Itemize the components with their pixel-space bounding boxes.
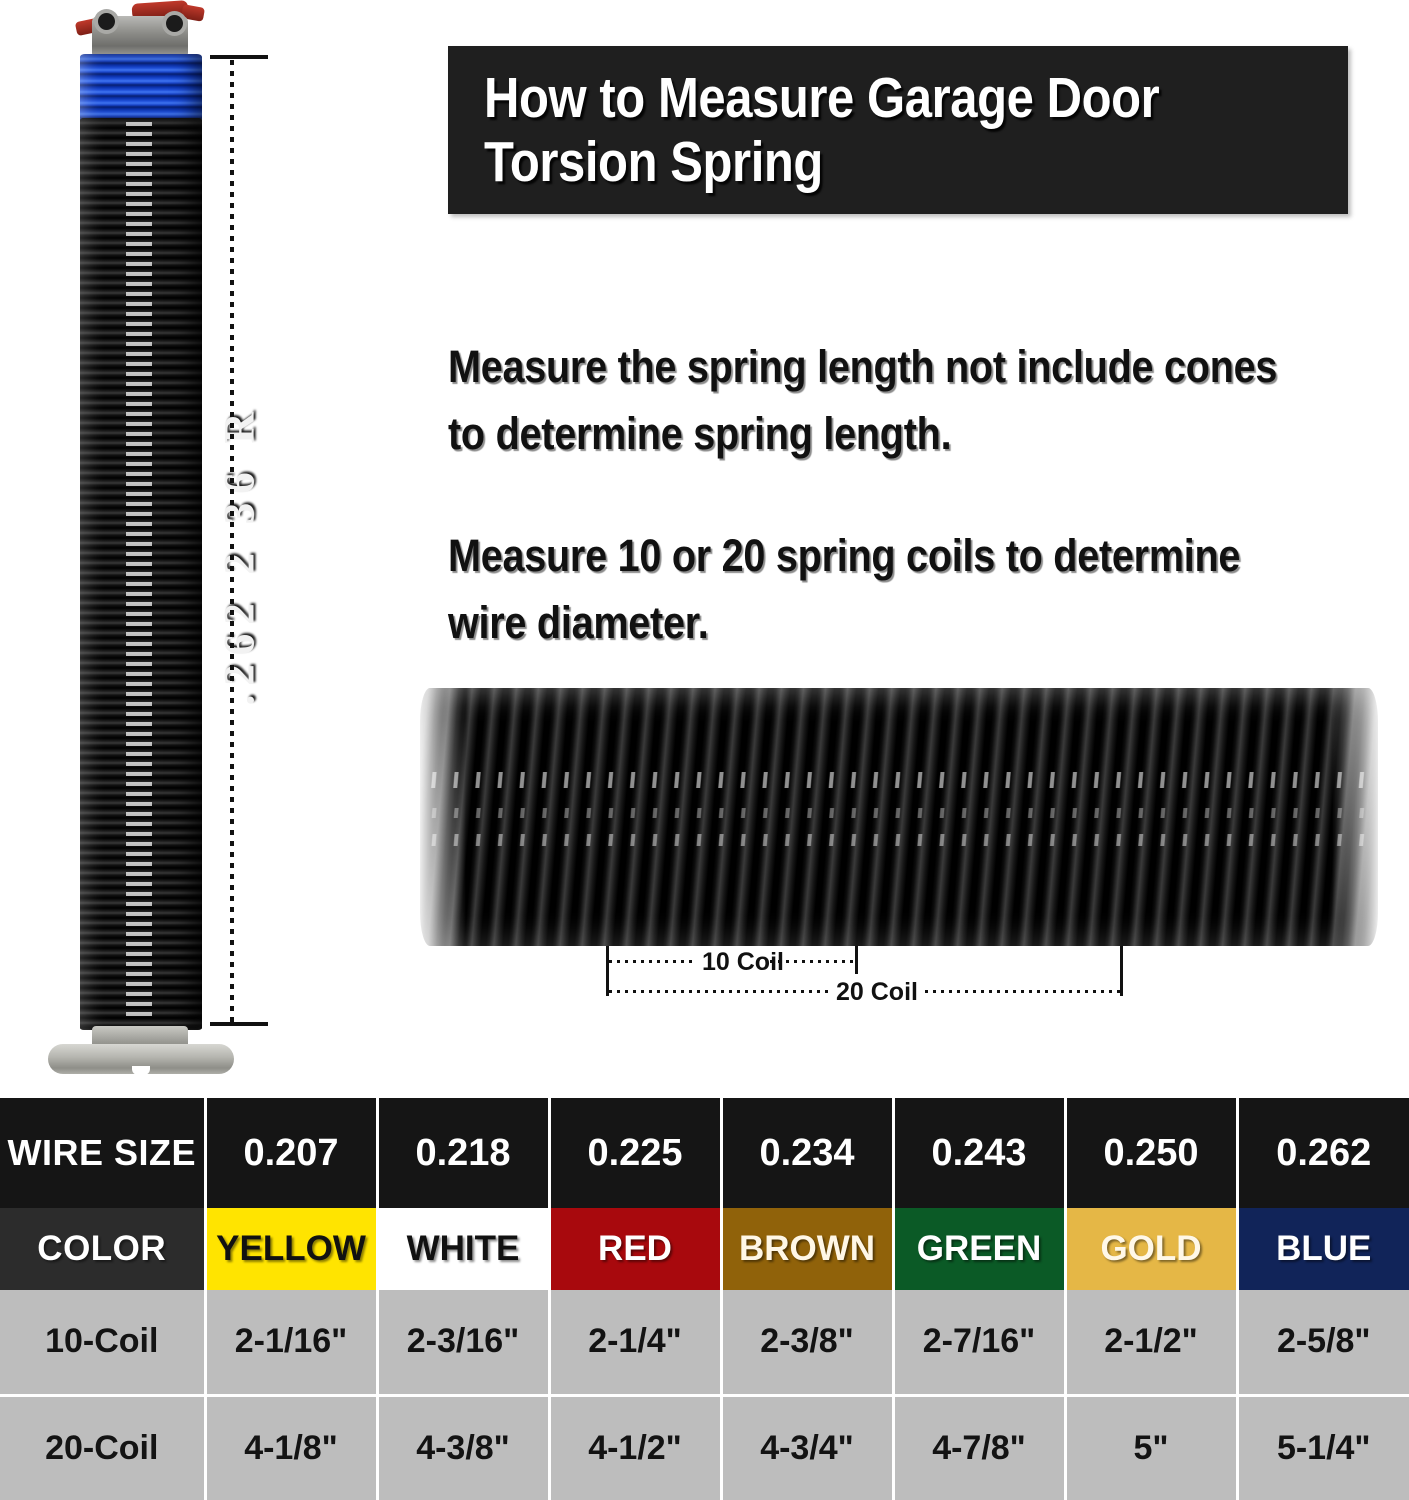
cell-wire-size-3: 0.234 <box>721 1098 895 1208</box>
cell-color-3: BROWN <box>721 1208 895 1290</box>
spring-stencil-stripe <box>126 122 152 1022</box>
coil-highlight-band-3 <box>420 834 1378 846</box>
coil-count-callouts: 10 Coil 20 Coil <box>420 944 1378 1014</box>
spring-blue-coils <box>80 54 202 122</box>
tick-10coil-left <box>606 946 609 996</box>
cell-10coil-5: 2-1/2" <box>1065 1290 1239 1397</box>
dimension-tick-bottom <box>210 1022 268 1026</box>
tick-10coil-right <box>855 946 858 974</box>
table-row-wire-size: WIRE SIZE 0.207 0.218 0.225 0.234 0.243 … <box>0 1098 1409 1208</box>
cell-wire-size-2: 0.225 <box>549 1098 723 1208</box>
spring-length-dimension <box>205 0 275 1085</box>
table-row-20-coil: 20-Coil 4-1/8" 4-3/8" 4-1/2" 4-3/4" 4-7/… <box>0 1395 1409 1500</box>
leader-20coil-right <box>925 990 1121 993</box>
cone-set-hole-left <box>98 13 115 30</box>
page-title: How to Measure Garage Door Torsion Sprin… <box>484 66 1160 195</box>
winding-cone-top <box>74 0 206 58</box>
cell-wire-size-6: 0.262 <box>1237 1098 1409 1208</box>
title-banner: How to Measure Garage Door Torsion Sprin… <box>448 46 1348 214</box>
cell-20coil-6: 5-1/4" <box>1237 1395 1409 1500</box>
label-10coil: 10 Coil <box>702 948 784 976</box>
cell-10coil-3: 2-3/8" <box>721 1290 895 1397</box>
cell-10coil-1: 2-3/16" <box>377 1290 551 1397</box>
cell-wire-size-5: 0.250 <box>1065 1098 1239 1208</box>
cell-20coil-3: 4-3/4" <box>721 1395 895 1500</box>
cell-color-1: WHITE <box>377 1208 551 1290</box>
table-row-10-coil: 10-Coil 2-1/16" 2-3/16" 2-1/4" 2-3/8" 2-… <box>0 1290 1409 1397</box>
coil-highlight-band-2 <box>420 808 1378 818</box>
mounting-plate-notch <box>132 1066 150 1075</box>
dimension-dotted-line <box>230 60 234 1022</box>
cell-wire-size-1: 0.218 <box>377 1098 551 1208</box>
leader-10coil-left <box>609 960 697 963</box>
table-row-color: COLOR YELLOW WHITE RED BROWN GREEN GOLD … <box>0 1208 1409 1290</box>
wire-size-color-table: WIRE SIZE 0.207 0.218 0.225 0.234 0.243 … <box>0 1098 1409 1500</box>
vertical-spring-figure: .262 2 36 R <box>0 0 290 1085</box>
horizontal-spring-figure <box>420 688 1378 946</box>
instruction-paragraph-2: Measure 10 or 20 spring coils to determi… <box>448 530 1241 648</box>
cell-20coil-1: 4-3/8" <box>377 1395 551 1500</box>
cell-color-2: RED <box>549 1208 723 1290</box>
cell-20coil-4: 4-7/8" <box>893 1395 1067 1500</box>
cell-wire-size-4: 0.243 <box>893 1098 1067 1208</box>
cell-10coil-2: 2-1/4" <box>549 1290 723 1397</box>
cell-20coil-5: 5" <box>1065 1395 1239 1500</box>
cell-10coil-6: 2-5/8" <box>1237 1290 1409 1397</box>
cell-10coil-0: 2-1/16" <box>205 1290 379 1397</box>
cell-wire-size-label: WIRE SIZE <box>0 1098 207 1208</box>
cell-10coil-label: 10-Coil <box>0 1290 207 1397</box>
cell-20coil-2: 4-1/2" <box>549 1395 723 1500</box>
instruction-paragraph-1: Measure the spring length not include co… <box>448 341 1278 459</box>
cell-10coil-4: 2-7/16" <box>893 1290 1067 1397</box>
cell-color-6: BLUE <box>1237 1208 1409 1290</box>
cell-wire-size-0: 0.207 <box>205 1098 379 1208</box>
label-20coil: 20 Coil <box>836 978 918 1006</box>
cell-color-4: GREEN <box>893 1208 1067 1290</box>
horizontal-spring-coils <box>420 688 1378 946</box>
stationary-cone-bottom <box>48 1026 234 1075</box>
leader-20coil-left <box>609 990 831 993</box>
leader-10coil-right <box>770 960 856 963</box>
coil-highlight-band-1 <box>420 772 1378 788</box>
cell-color-5: GOLD <box>1065 1208 1239 1290</box>
dimension-tick-top <box>210 55 268 59</box>
tick-20coil-right <box>1120 946 1123 996</box>
cell-color-label: COLOR <box>0 1208 207 1290</box>
cell-20coil-label: 20-Coil <box>0 1395 207 1500</box>
cell-color-0: YELLOW <box>205 1208 379 1290</box>
cell-20coil-0: 4-1/8" <box>205 1395 379 1500</box>
cone-set-hole-right <box>166 15 183 32</box>
